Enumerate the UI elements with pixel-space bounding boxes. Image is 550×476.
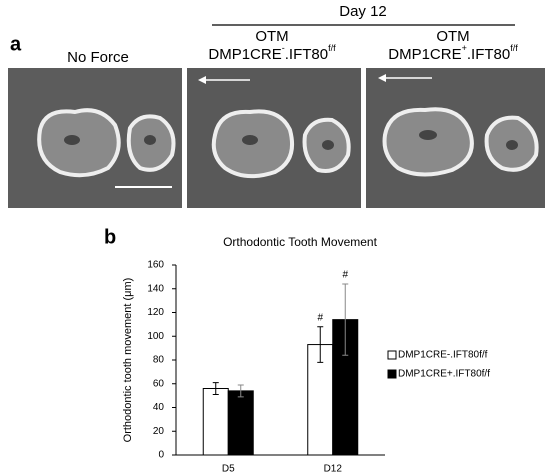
legend-swatch [387,369,397,379]
bar [227,390,254,456]
legend-label: DMP1CRE-.IFT80f/f [398,350,488,361]
column-label: OTM [255,28,288,45]
column-label: No Force [67,49,129,66]
y-tick-label: 80 [153,355,165,366]
ct-image [8,68,182,208]
y-axis-label: Orthodontic tooth movement (μm) [122,278,134,443]
panel-label: a [10,33,22,55]
label-sup: + [462,43,467,53]
error-bar [237,384,244,398]
y-tick-label: 40 [153,402,165,413]
y-tick-label: 20 [153,426,165,437]
label-sup: f/f [510,43,518,53]
x-tick-label: D5 [222,464,235,475]
legend-swatch [387,350,397,360]
y-tick-label: 120 [147,307,164,318]
label-part: .IFT80 [467,46,510,63]
error-bar [342,283,349,356]
chart-title: Orthodontic Tooth Movement [223,235,378,249]
label-part: DMP1CRE [208,46,281,63]
label-sup: - [282,43,285,53]
y-tick-label: 140 [147,283,164,294]
column-label: DMP1CRE+.IFT80f/f [388,43,518,63]
y-tick-label: 60 [153,378,165,389]
ct-image [187,68,361,208]
legend-label: DMP1CRE+.IFT80f/f [398,369,490,380]
significance-mark: # [317,312,323,323]
panel-label: b [104,226,116,248]
y-tick-label: 0 [158,450,164,461]
column-label: OTM [436,28,469,45]
label-part: DMP1CRE [388,46,461,63]
significance-mark: # [342,270,348,281]
y-tick-label: 100 [147,331,164,342]
y-tick-label: 160 [147,260,164,271]
bar [202,388,229,456]
x-tick-label: D12 [324,464,343,475]
error-bar [317,326,324,363]
label-sup: f/f [328,43,336,53]
ct-image [366,68,545,208]
label-part: .IFT80 [285,46,328,63]
column-label: DMP1CRE-.IFT80f/f [208,43,336,63]
error-bar [212,382,219,395]
group-header: Day 12 [339,3,387,20]
